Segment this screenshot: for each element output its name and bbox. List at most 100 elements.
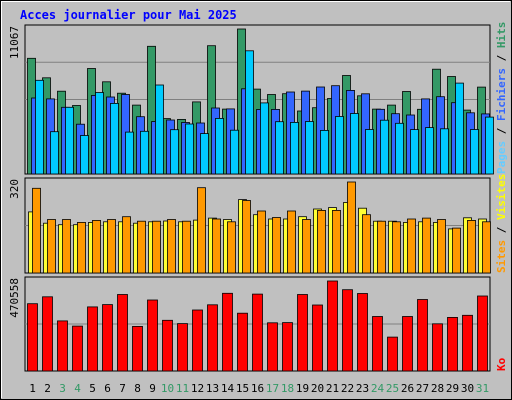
bar-pages-day-7 — [125, 131, 134, 175]
bar-pages-day-29 — [455, 82, 464, 175]
panel-3: 470558 Ko — [8, 276, 508, 372]
bar-sites-day-2 — [47, 219, 56, 274]
bar-sites-day-31 — [482, 221, 491, 274]
bar-sites-day-21 — [332, 209, 341, 274]
bar-ko-day-27 — [417, 299, 428, 372]
day-label: 18 — [281, 382, 294, 395]
side-label-part: Sites — [495, 240, 508, 273]
bar-pages-day-19 — [305, 121, 314, 175]
bar-ko-day-30 — [462, 314, 473, 372]
bar-pages-day-5 — [95, 92, 104, 175]
bar-ko-day-17 — [267, 322, 278, 372]
day-label: 3 — [59, 382, 66, 395]
bar-sites-day-23 — [362, 214, 371, 274]
bar-sites-day-24 — [377, 220, 386, 274]
day-label: 29 — [446, 382, 459, 395]
day-label: 20 — [311, 382, 324, 395]
day-label: 13 — [206, 382, 219, 395]
day-label: 25 — [386, 382, 399, 395]
bar-ko-day-24 — [372, 316, 383, 372]
bar-ko-day-19 — [297, 294, 308, 372]
panel-1: 11067 Pages / Fichiers / Hits — [8, 22, 508, 175]
day-label: 7 — [119, 382, 126, 395]
bar-ko-day-25 — [387, 336, 398, 372]
bar-pages-day-10 — [170, 129, 179, 175]
side-label-part: / — [495, 121, 508, 141]
bar-pages-day-11 — [185, 123, 194, 175]
bar-ko-day-12 — [192, 309, 203, 372]
bar-ko-day-11 — [177, 323, 188, 372]
bar-ko-day-23 — [357, 293, 368, 372]
bar-pages-day-13 — [215, 118, 224, 175]
day-label: 31 — [476, 382, 489, 395]
day-label: 30 — [461, 382, 474, 395]
panel-2-side-label: Sites / Visites — [495, 174, 508, 273]
bar-ko-day-8 — [132, 325, 143, 372]
bar-pages-day-27 — [425, 127, 434, 175]
day-label: 14 — [221, 382, 235, 395]
bar-sites-day-14 — [227, 221, 236, 274]
day-label: 10 — [161, 382, 174, 395]
day-label: 21 — [326, 382, 339, 395]
bar-ko-day-1 — [27, 303, 38, 372]
bar-ko-day-16 — [252, 293, 263, 372]
bar-pages-day-31 — [485, 116, 494, 175]
bar-sites-day-16 — [257, 210, 266, 274]
bar-sites-day-19 — [302, 219, 311, 274]
bar-sites-day-6 — [107, 219, 116, 274]
bar-sites-day-20 — [317, 209, 326, 274]
panel-3-max-label: 470558 — [8, 278, 21, 318]
chart-title: Acces journalier pour Mai 2025 — [20, 8, 237, 22]
day-label: 5 — [89, 382, 96, 395]
bar-sites-day-25 — [392, 221, 401, 274]
bar-sites-day-7 — [122, 216, 131, 274]
day-label: 6 — [104, 382, 111, 395]
bar-ko-day-7 — [117, 294, 128, 372]
bar-sites-day-12 — [197, 187, 206, 274]
bar-sites-day-4 — [77, 221, 86, 274]
bar-ko-day-2 — [42, 296, 53, 372]
side-label-part: Pages — [495, 141, 508, 174]
bar-ko-day-13 — [207, 304, 218, 372]
day-label: 17 — [266, 382, 279, 395]
day-label: 12 — [191, 382, 204, 395]
bar-sites-day-1 — [32, 187, 41, 274]
panel-3-side-label: Ko — [495, 357, 508, 371]
panel-1-side-label: Pages / Fichiers / Hits — [495, 22, 508, 174]
bar-sites-day-29 — [452, 227, 461, 274]
bar-sites-day-9 — [152, 220, 161, 274]
day-label: 16 — [251, 382, 264, 395]
bar-pages-day-8 — [140, 130, 149, 175]
bar-ko-day-26 — [402, 316, 413, 372]
chart-panels: 11067 Pages / Fichiers / Hits 320 Sites / V… — [8, 22, 508, 372]
day-label: 22 — [341, 382, 354, 395]
side-label-part: / — [495, 48, 508, 68]
bar-sites-day-18 — [287, 210, 296, 274]
bar-ko-day-9 — [147, 299, 158, 372]
bar-ko-day-29 — [447, 316, 458, 372]
bar-ko-day-31 — [477, 295, 488, 372]
bar-pages-day-26 — [410, 129, 419, 175]
bar-pages-day-6 — [110, 103, 119, 175]
day-label: 8 — [134, 382, 141, 395]
bar-ko-day-22 — [342, 289, 353, 372]
side-label-part: Ko — [495, 357, 508, 371]
bar-pages-day-14 — [230, 129, 239, 175]
bar-pages-day-16 — [260, 102, 269, 175]
bar-pages-day-1 — [35, 79, 44, 175]
bar-sites-day-27 — [422, 217, 431, 274]
bar-ko-day-6 — [102, 304, 113, 372]
bar-sites-day-5 — [92, 219, 101, 274]
bar-pages-day-12 — [200, 133, 209, 175]
bar-sites-day-17 — [272, 217, 281, 274]
bar-ko-day-18 — [282, 322, 293, 372]
day-label: 4 — [74, 382, 81, 395]
panel-1-max-label: 11067 — [8, 26, 21, 59]
bar-pages-day-30 — [470, 129, 479, 175]
side-label-part: Fichiers — [495, 68, 508, 121]
bar-ko-day-28 — [432, 323, 443, 372]
bar-ko-day-14 — [222, 292, 233, 372]
bar-sites-day-22 — [347, 181, 356, 274]
bar-sites-day-8 — [137, 220, 146, 274]
bar-pages-day-22 — [350, 113, 359, 175]
